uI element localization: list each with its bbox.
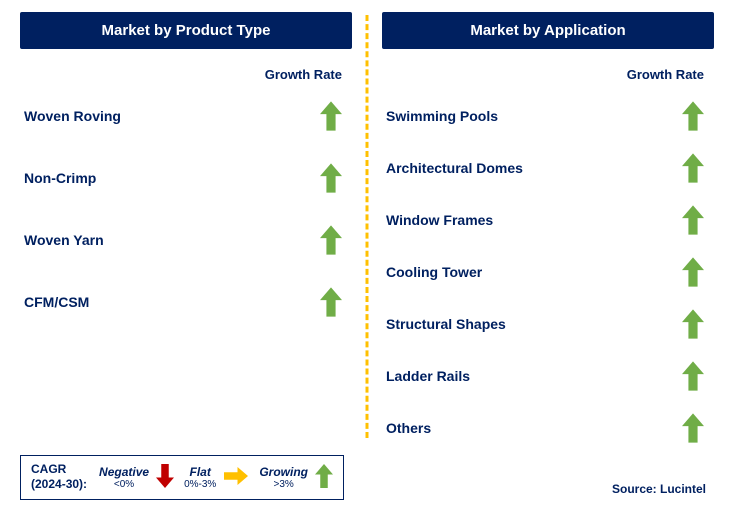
item-label: Structural Shapes: [386, 316, 506, 332]
right-growth-header: Growth Rate: [382, 67, 704, 82]
arrow-up-icon: [682, 100, 704, 132]
legend-item: Negative<0%: [95, 464, 174, 491]
legend-items: Negative<0%Flat0%-3%Growing>3%: [95, 464, 333, 491]
source-text: Source: Lucintel: [612, 482, 706, 496]
divider: [366, 15, 369, 438]
legend-title: CAGR (2024-30):: [31, 462, 87, 493]
arrow-up-icon: [320, 162, 342, 194]
legend-arrow-icon: [315, 464, 333, 491]
left-title: Market by Product Type: [20, 12, 352, 49]
item-label: Window Frames: [386, 212, 493, 228]
item-label: Architectural Domes: [386, 160, 523, 176]
list-item: Window Frames: [382, 196, 714, 244]
legend-name: Growing: [259, 465, 308, 479]
legend-range: <0%: [114, 479, 134, 490]
list-item: Cooling Tower: [382, 248, 714, 296]
list-item: Woven Yarn: [20, 216, 352, 264]
legend-item: Flat0%-3%: [180, 465, 249, 490]
item-label: CFM/CSM: [24, 294, 89, 310]
item-label: Ladder Rails: [386, 368, 470, 384]
arrow-up-icon: [682, 256, 704, 288]
list-item: Ladder Rails: [382, 352, 714, 400]
item-label: Swimming Pools: [386, 108, 498, 124]
list-item: Swimming Pools: [382, 92, 714, 140]
legend: CAGR (2024-30): Negative<0%Flat0%-3%Grow…: [20, 455, 344, 500]
arrow-up-icon: [682, 204, 704, 236]
legend-range: >3%: [274, 479, 294, 490]
arrow-up-icon: [682, 152, 704, 184]
legend-name: Flat: [190, 465, 211, 479]
arrow-up-icon: [320, 286, 342, 318]
list-item: Others: [382, 404, 714, 452]
arrow-up-icon: [320, 224, 342, 256]
arrow-up-icon: [682, 412, 704, 444]
legend-item: Growing>3%: [255, 464, 333, 491]
left-panel: Market by Product Type Growth Rate Woven…: [20, 12, 352, 456]
legend-arrow-icon: [223, 467, 249, 488]
arrow-up-icon: [320, 100, 342, 132]
left-items: Woven Roving Non-Crimp Woven Yarn CFM/CS…: [20, 92, 352, 326]
arrow-up-icon: [682, 308, 704, 340]
list-item: Architectural Domes: [382, 144, 714, 192]
item-label: Woven Yarn: [24, 232, 104, 248]
legend-arrow-icon: [156, 464, 174, 491]
list-item: CFM/CSM: [20, 278, 352, 326]
legend-title-2: (2024-30):: [31, 477, 87, 491]
legend-title-1: CAGR: [31, 462, 66, 476]
item-label: Cooling Tower: [386, 264, 482, 280]
arrow-up-icon: [682, 360, 704, 392]
item-label: Non-Crimp: [24, 170, 96, 186]
legend-name: Negative: [99, 465, 149, 479]
item-label: Woven Roving: [24, 108, 121, 124]
list-item: Woven Roving: [20, 92, 352, 140]
legend-range: 0%-3%: [184, 479, 216, 490]
right-panel: Market by Application Growth Rate Swimmi…: [382, 12, 714, 456]
list-item: Structural Shapes: [382, 300, 714, 348]
list-item: Non-Crimp: [20, 154, 352, 202]
left-growth-header: Growth Rate: [20, 67, 342, 82]
item-label: Others: [386, 420, 431, 436]
right-items: Swimming Pools Architectural Domes Windo…: [382, 92, 714, 452]
right-title: Market by Application: [382, 12, 714, 49]
